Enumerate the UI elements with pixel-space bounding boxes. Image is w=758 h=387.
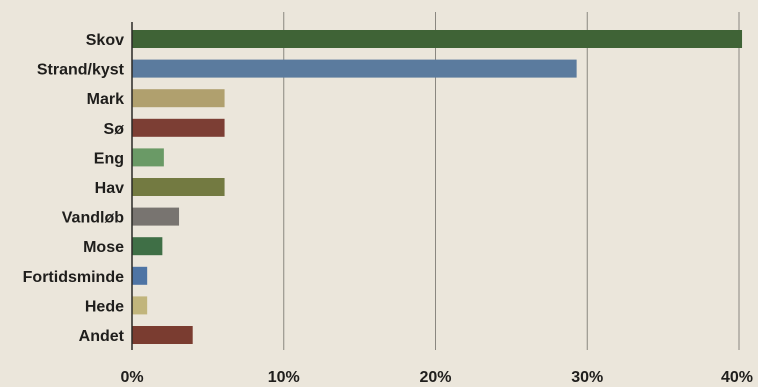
- bar-10: [132, 296, 148, 315]
- x-tick-label: 10%: [268, 369, 300, 386]
- category-label: Strand/kyst: [37, 62, 125, 79]
- category-label: Skov: [86, 32, 124, 49]
- category-label: Hav: [95, 180, 124, 197]
- x-tick-label: 40%: [721, 369, 753, 386]
- bar-2: [132, 59, 577, 78]
- category-labels: Skov Strand/kyst Mark Sø Eng Hav Vandløb Mose Fo…: [23, 32, 125, 345]
- bar-1: [132, 30, 743, 48]
- x-tick-label: 0%: [120, 369, 143, 386]
- bar-5: [132, 148, 164, 167]
- x-tick-label: 20%: [419, 369, 451, 386]
- x-tick-labels: 0% 10% 20% 30% 40%: [120, 369, 753, 386]
- bar-6: [132, 178, 225, 196]
- category-label: Vandløb: [62, 210, 124, 227]
- bar-8: [132, 237, 163, 256]
- bars: [132, 30, 743, 344]
- category-label: Mose: [83, 239, 124, 256]
- category-label: Sø: [104, 121, 125, 138]
- category-label: Hede: [85, 298, 124, 315]
- category-label: Andet: [79, 328, 125, 345]
- bar-11: [132, 326, 193, 344]
- bar-3: [132, 89, 225, 108]
- bar-9: [132, 266, 148, 285]
- bar-7: [132, 207, 180, 226]
- category-label: Eng: [94, 150, 124, 167]
- category-label: Mark: [87, 91, 124, 108]
- category-label: Fortidsminde: [23, 269, 124, 286]
- x-tick-label: 30%: [571, 369, 603, 386]
- bar-4: [132, 118, 225, 137]
